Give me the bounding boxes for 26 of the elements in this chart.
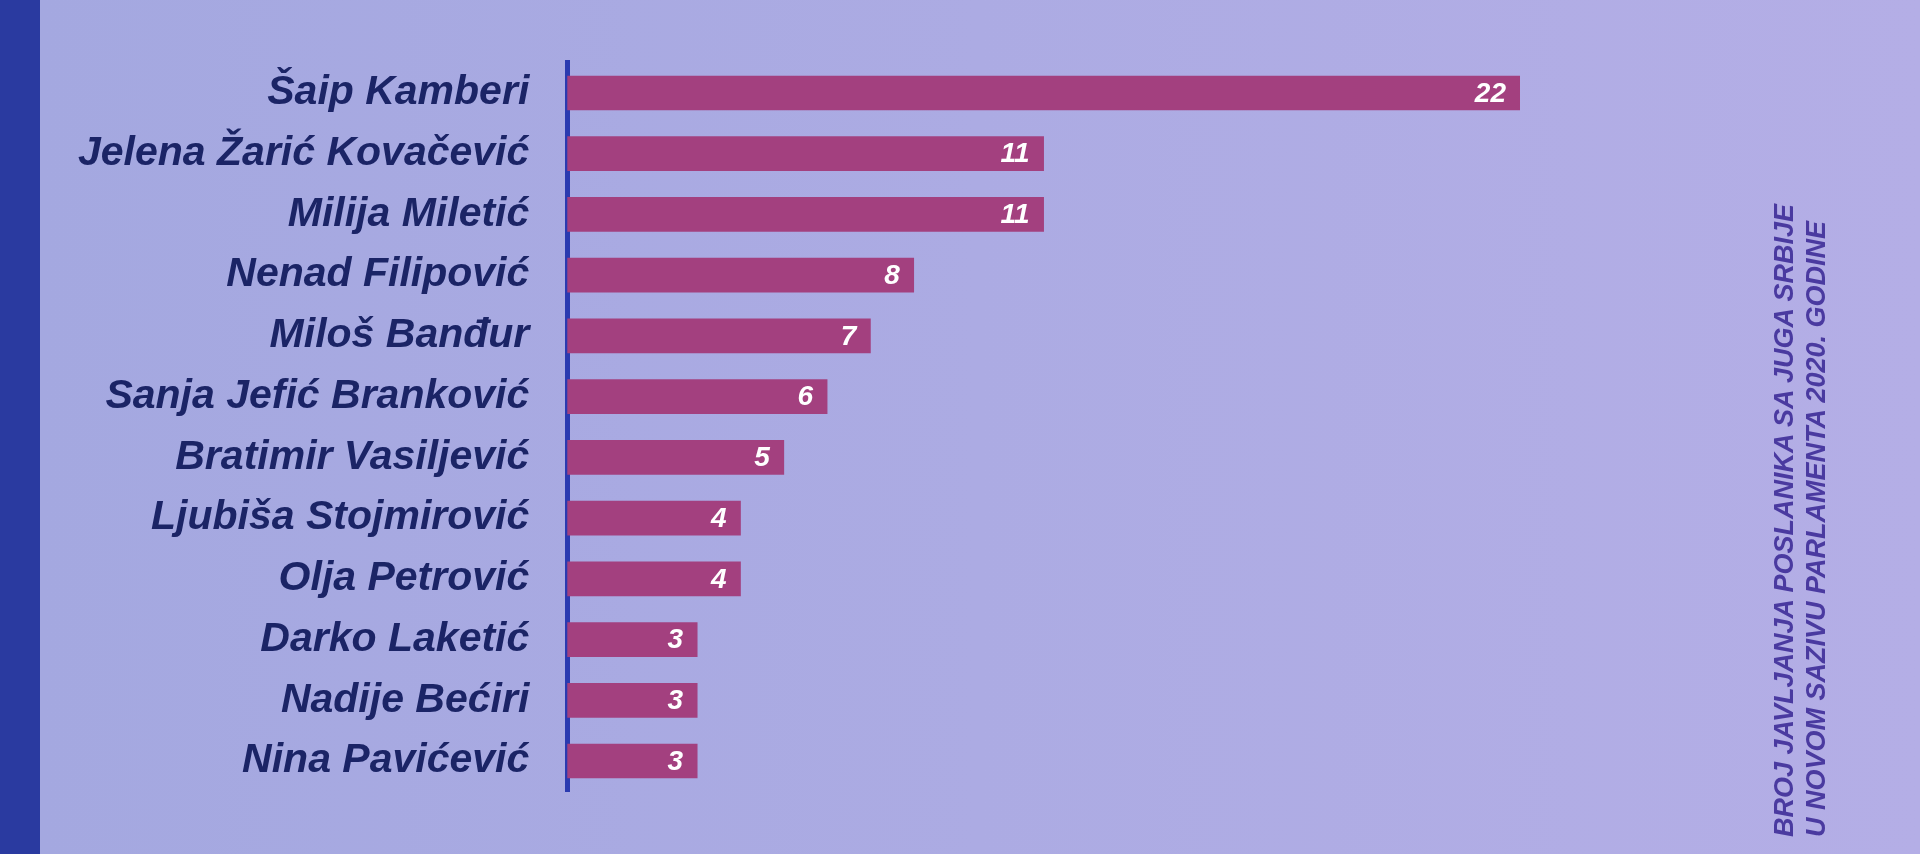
text: U NOVOM SAZIVU PARLAMENTA 2020. GODINE [1801, 220, 1831, 837]
y-tick-label: Miloš Banđur [269, 310, 532, 357]
y-tick-label: Bratimir Vasiljević [175, 431, 530, 478]
y-tick-label: Olja Petrović [278, 553, 530, 600]
y-tick-label: Sanja Jefić Branković [105, 370, 530, 417]
data-label: 6 [797, 380, 814, 412]
y-tick-label: Jelena Žarić Kovačević [78, 128, 530, 175]
y-tick-label: Darko Laketić [260, 613, 530, 660]
data-label: 11 [1000, 198, 1030, 230]
y-tick-label: Šaip Kamberi [267, 67, 531, 114]
data-label: 3 [667, 744, 684, 776]
data-label: 8 [884, 258, 901, 290]
data-label: 5 [754, 441, 771, 473]
data-label: 4 [709, 501, 727, 533]
y-tick-label: Nadije Bećiri [280, 674, 531, 721]
y-tick-label: Milija Miletić [287, 188, 530, 235]
y-tick-label: Nenad Filipović [226, 249, 530, 296]
data-label: 7 [840, 319, 858, 351]
text: BROJ JAVLJANJA POSLANIKA SA JUGA SRBIJE [1769, 203, 1799, 837]
data-label: 11 [1000, 137, 1030, 169]
data-label: 22 [1473, 76, 1507, 108]
data-label: 4 [709, 562, 727, 594]
data-label: 3 [667, 623, 684, 655]
y-tick-label: Nina Pavićević [242, 735, 530, 782]
y-tick-label: Ljubiša Stojmirović [151, 492, 530, 539]
data-label: 3 [667, 684, 684, 716]
